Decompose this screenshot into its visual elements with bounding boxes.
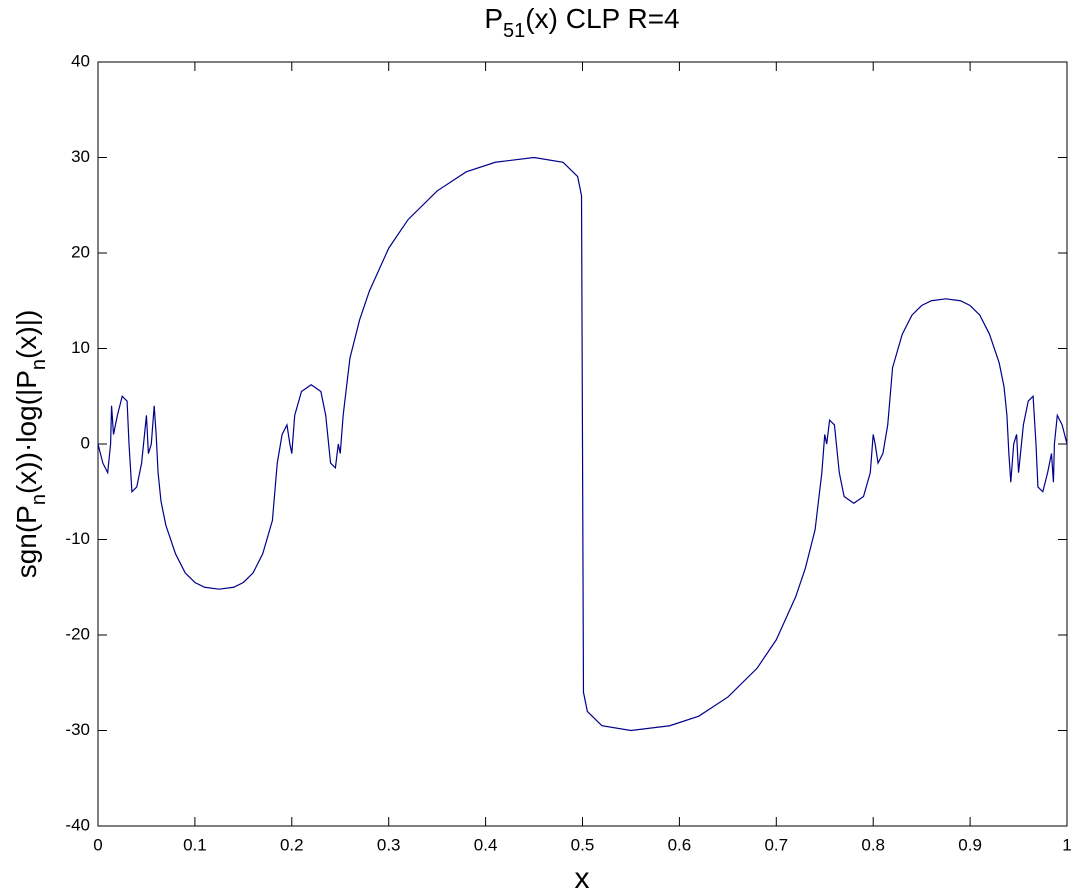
- y-tick-label: 10: [71, 338, 90, 357]
- x-tick-label: 0: [93, 835, 102, 854]
- x-tick-label: 0.7: [764, 835, 788, 854]
- text-part: P: [484, 3, 503, 34]
- text-part: (x)|): [11, 310, 42, 359]
- text-part: 51: [503, 20, 525, 42]
- x-tick-label: 0.2: [280, 835, 304, 854]
- text-part: n: [28, 494, 50, 505]
- x-tick-label: 0.9: [958, 835, 982, 854]
- y-tick-label: -40: [65, 815, 90, 834]
- y-tick-label: -10: [65, 529, 90, 548]
- chart-title: P51(x) CLP R=4: [484, 3, 679, 42]
- data-line: [97, 156, 1068, 732]
- text-part: n: [28, 359, 50, 370]
- text-part: (x) CLP R=4: [525, 3, 679, 34]
- x-tick-label: 0.3: [377, 835, 401, 854]
- y-tick-label: 0: [81, 433, 90, 452]
- x-axis-label: x: [575, 862, 590, 895]
- x-tick-label: 0.6: [668, 835, 692, 854]
- y-tick-label: 20: [71, 242, 90, 261]
- y-tick-label: -30: [65, 720, 90, 739]
- y-tick-label: -20: [65, 624, 90, 643]
- x-tick-label: 0.5: [571, 835, 595, 854]
- x-tick-label: 1: [1062, 835, 1071, 854]
- x-tick-label: 0.1: [183, 835, 207, 854]
- x-tick-label: 0.4: [474, 835, 498, 854]
- text-part: (x))·log(|P: [11, 370, 42, 494]
- y-tick-label: 40: [71, 51, 90, 70]
- y-axis-label: sgn(Pn(x))·log(|Pn(x)|): [11, 310, 50, 579]
- text-part: sgn(P: [11, 505, 42, 578]
- x-tick-label: 0.8: [861, 835, 885, 854]
- y-tick-label: 30: [71, 147, 90, 166]
